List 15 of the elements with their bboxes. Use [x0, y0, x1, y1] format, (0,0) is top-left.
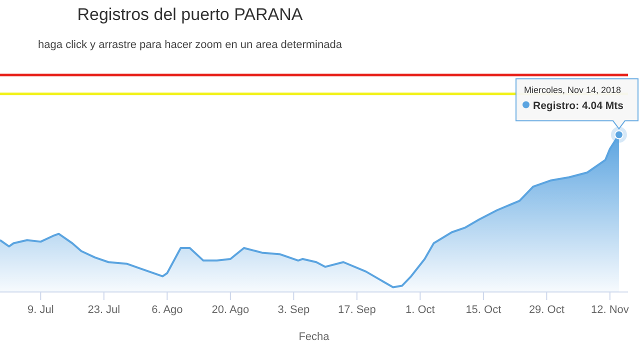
x-tick-label: 12. Nov [590, 304, 630, 316]
text: Miercoles, Nov 14, 2018 [524, 84, 622, 95]
x-tick-label: 3. Sep [278, 304, 310, 316]
x-tick-label: 9. Jul [28, 304, 54, 316]
x-tick-label: 20. Ago [212, 304, 250, 316]
chart-title: Registros del puerto PARANA [77, 5, 304, 24]
x-tick-label: 23. Jul [88, 304, 120, 316]
x-tick-label: 17. Sep [338, 304, 376, 316]
x-tick-label: 29. Oct [528, 304, 564, 316]
x-tick-label: 6. Ago [152, 304, 183, 316]
x-tick-label: 1. Oct [406, 304, 435, 316]
x-axis-title: Fecha [298, 331, 330, 343]
x-tick-label: 15. Oct [466, 304, 502, 316]
chart-subtitle: haga click y arrastre para hacer zoom en un area determinada [38, 39, 343, 51]
annotation: Registro: 4.04 Mts [533, 100, 624, 112]
